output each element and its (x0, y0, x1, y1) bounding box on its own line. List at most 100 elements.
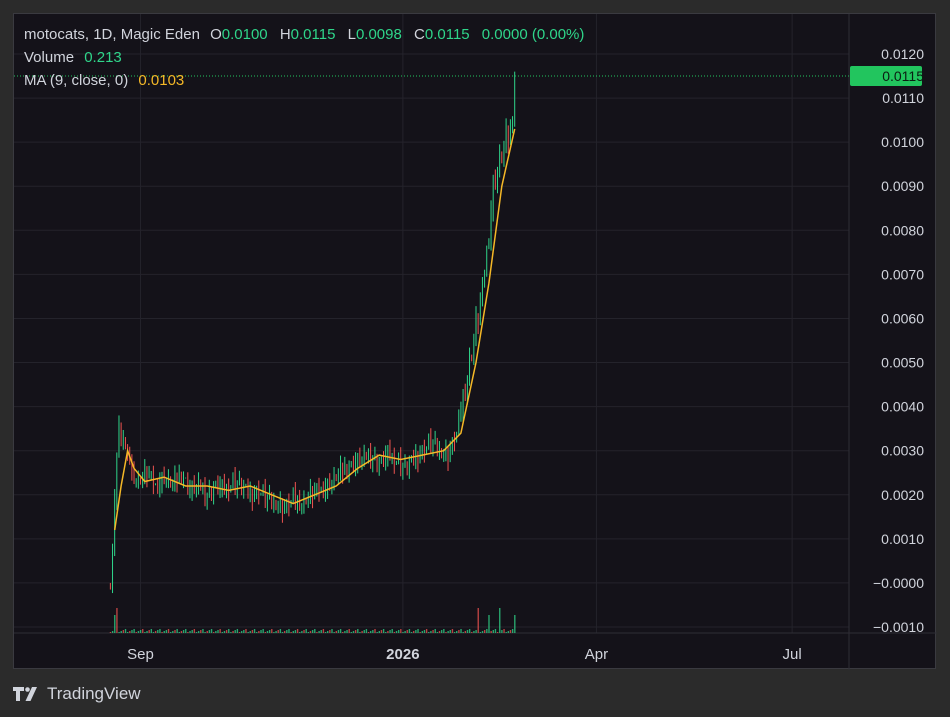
volume-bar (124, 629, 127, 633)
volume-bar (195, 632, 198, 633)
volume-bar (387, 631, 389, 633)
volume-bar (378, 631, 381, 633)
volume-bar (247, 632, 249, 633)
volume-bar (359, 632, 361, 633)
volume-bar (483, 630, 486, 633)
volume-bar (142, 629, 144, 633)
price-tick-label: 0.0110 (882, 90, 924, 106)
volume-bar (301, 631, 303, 633)
volume-bar (283, 631, 286, 633)
open-label: O (210, 26, 222, 43)
volume-bar (348, 629, 350, 633)
volume-bar (400, 629, 402, 633)
volume-bar (279, 629, 282, 633)
low-label: L (347, 26, 356, 43)
volume-bar (234, 630, 236, 633)
volume-bar (333, 632, 335, 633)
volume-bar (185, 629, 187, 633)
price-tick-label: 0.0020 (881, 487, 924, 503)
open-value: 0.0100 (221, 26, 268, 43)
volume-bar (329, 630, 331, 633)
volume-bar (374, 629, 376, 633)
volume-bar (337, 630, 340, 633)
volume-bar (475, 630, 477, 633)
volume-bar (363, 630, 365, 633)
volume-bar (449, 630, 451, 633)
volume-bar (445, 632, 447, 633)
last-price-tag (850, 66, 922, 87)
volume-bar (391, 629, 393, 633)
volume-bar (443, 629, 445, 633)
brand-name: TradingView (47, 684, 141, 703)
price-tick-label: 0.0030 (881, 443, 924, 459)
volume-bar (215, 631, 217, 633)
volume-bar (357, 629, 359, 633)
volume-bar (294, 630, 297, 633)
high-value: 0.0115 (290, 26, 336, 43)
volume-bar (236, 629, 239, 633)
volume-bar (219, 629, 221, 633)
volume-bar (415, 630, 417, 633)
volume-bar (421, 631, 424, 633)
volume-bar (367, 632, 370, 633)
volume-bar (499, 608, 501, 633)
volume-bar (109, 632, 112, 633)
volume-bar (296, 629, 299, 633)
volume-bar (385, 632, 387, 633)
volume-bar (318, 631, 320, 633)
volume-bar (417, 629, 419, 633)
chart-pane[interactable]: 0.0120 0.0110 0.0100 0.0090 0.0080 0.0070 0.00… (13, 13, 937, 670)
volume-bar (178, 632, 180, 633)
volume-bar (129, 631, 131, 633)
volume-bar (423, 630, 426, 633)
volume-bar (225, 630, 228, 633)
volume-bar (479, 632, 482, 633)
volume-bar (468, 629, 471, 633)
change-value: 0.0000 (0.00%) (481, 26, 585, 43)
volume-bar (290, 632, 292, 633)
volume-bar (350, 632, 353, 633)
volume-bar (419, 632, 421, 633)
volume-bar (180, 631, 183, 633)
volume-bar (202, 629, 204, 633)
volume-bar (307, 632, 310, 633)
volume-bar (159, 629, 161, 633)
volume-bar (406, 630, 408, 633)
tradingview-logo[interactable]: TradingView (13, 684, 141, 704)
volume-bar (354, 630, 357, 633)
volume-bar (503, 629, 505, 633)
volume-bar (344, 631, 346, 633)
price-tick-label: −0.0010 (873, 619, 924, 635)
volume-bar (372, 630, 374, 633)
volume-bar (389, 630, 391, 633)
price-chart[interactable]: 0.0120 0.0110 0.0100 0.0090 0.0080 0.0070 0.00… (14, 14, 937, 670)
volume-bar (507, 631, 510, 633)
volume-bar (288, 629, 290, 633)
volume-bar (131, 630, 133, 633)
volume-bar (425, 629, 428, 633)
volume-bar (256, 632, 258, 633)
volume-bar (271, 629, 273, 633)
volume-bar (266, 631, 269, 633)
close-label: C (414, 26, 425, 43)
volume-bar (494, 629, 497, 633)
ma-label: MA (9, close, 0) (24, 72, 129, 89)
volume-bar (473, 631, 475, 633)
volume-bar (172, 631, 174, 633)
volume-bar (404, 631, 406, 633)
volume-bar (258, 631, 260, 633)
volume-bar (187, 632, 189, 633)
volume-bar (440, 630, 443, 633)
volume-bar (432, 630, 434, 633)
volume-bar (505, 632, 507, 633)
volume-bar (322, 629, 325, 633)
volume-bar (460, 629, 462, 633)
volume-bar (273, 632, 275, 633)
volume-bar (511, 629, 514, 633)
volume-bar (232, 631, 234, 633)
price-tick-label: −0.0000 (873, 575, 924, 591)
volume-bar (281, 632, 284, 633)
volume-bar (148, 630, 150, 633)
volume-bar (120, 631, 122, 633)
volume-bar (316, 632, 318, 633)
